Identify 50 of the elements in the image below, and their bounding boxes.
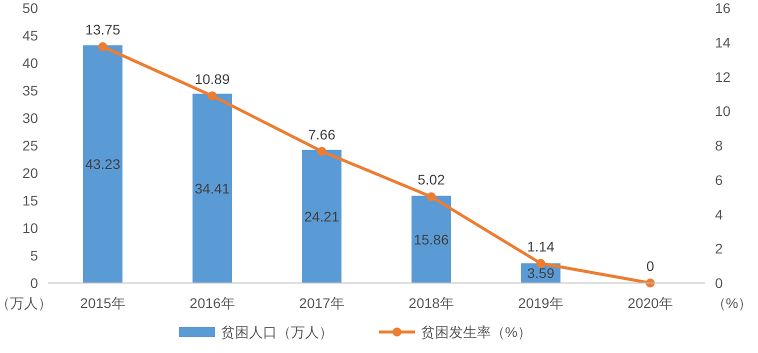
bar <box>302 150 342 283</box>
y-tick-label: 25 <box>22 138 38 154</box>
y2-axis-title: （%） <box>712 295 752 311</box>
y-tick-label: 50 <box>22 0 38 16</box>
bar <box>412 196 451 283</box>
data-label: 24.21 <box>304 208 340 224</box>
bar <box>192 94 232 283</box>
y-tick-label: 35 <box>22 82 38 98</box>
y2-tick-label: 16 <box>715 0 731 16</box>
y-tick-label: 15 <box>22 192 38 208</box>
point <box>426 192 436 202</box>
point <box>317 146 326 156</box>
x-tick-label: 2015年 <box>80 295 126 311</box>
x-tick-label: 2020年 <box>628 295 673 311</box>
data-label: 10.89 <box>194 70 230 87</box>
data-label: 15.86 <box>414 231 449 248</box>
legend-label: 贫困发生率（%） <box>421 324 532 340</box>
point <box>536 258 546 268</box>
bar <box>83 45 122 283</box>
y-axis-title: （万人） <box>0 295 52 311</box>
x-tick-label: 2017年 <box>299 295 344 311</box>
data-label: 13.75 <box>85 22 120 38</box>
data-label: 1.14 <box>527 238 555 254</box>
y2-tick-label: 6 <box>715 172 723 188</box>
data-label: 43.23 <box>85 156 120 172</box>
y-tick-label: 30 <box>22 110 38 126</box>
y2-tick-label: 12 <box>715 68 731 85</box>
y-tick-label: 40 <box>22 55 38 71</box>
point <box>98 42 108 52</box>
y2-tick-label: 8 <box>715 138 723 154</box>
x-tick-label: 2019年 <box>518 295 564 311</box>
x-tick-label: 2018年 <box>408 295 454 311</box>
y2-tick-label: 0 <box>715 275 723 291</box>
y-tick-label: 0 <box>30 275 38 291</box>
point <box>208 91 217 100</box>
y2-tick-label: 4 <box>715 206 723 222</box>
data-label: 0 <box>646 258 654 274</box>
y-tick-label: 45 <box>22 28 38 44</box>
data-label: 3.59 <box>527 265 555 282</box>
y2-tick-label: 2 <box>715 240 723 257</box>
legend-label: 贫困人口（万人） <box>221 324 333 340</box>
data-label: 7.66 <box>308 126 336 142</box>
data-label: 5.02 <box>418 172 446 188</box>
y2-tick-label: 10 <box>715 103 731 120</box>
data-label: 34.41 <box>194 180 230 196</box>
y-tick-label: 10 <box>22 220 38 236</box>
x-tick-label: 2016年 <box>190 295 235 311</box>
y2-tick-label: 14 <box>715 34 731 50</box>
y-tick-label: 20 <box>22 165 38 181</box>
y-tick-label: 5 <box>30 248 38 264</box>
